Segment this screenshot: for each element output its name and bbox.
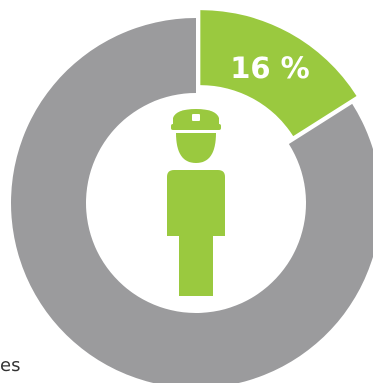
- donut-slice-0: [200, 10, 357, 137]
- donut-slice-1: [11, 18, 373, 383]
- slice-percent-label: 16 %: [230, 51, 310, 85]
- partial-caption: es: [0, 355, 21, 376]
- police-officer-icon: [167, 109, 225, 296]
- donut-slices: [11, 10, 373, 383]
